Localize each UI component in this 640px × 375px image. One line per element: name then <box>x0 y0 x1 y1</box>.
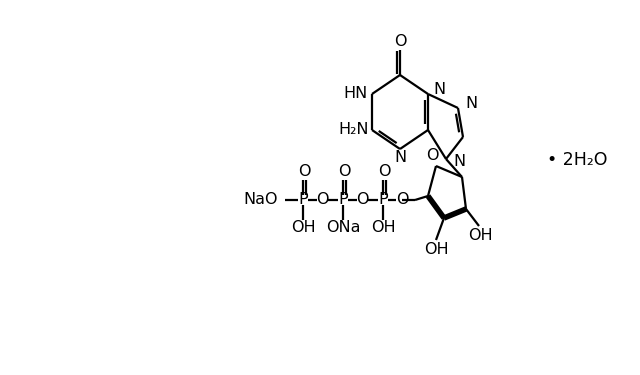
Text: O: O <box>356 192 368 207</box>
Text: NaO: NaO <box>243 192 278 207</box>
Text: O: O <box>338 165 350 180</box>
Text: H₂N: H₂N <box>339 122 369 136</box>
Text: • 2H₂O: • 2H₂O <box>547 151 607 169</box>
Text: O: O <box>426 148 438 164</box>
Text: OH: OH <box>371 220 396 236</box>
Text: O: O <box>316 192 328 207</box>
Text: OH: OH <box>291 220 316 236</box>
Text: HN: HN <box>344 86 368 100</box>
Text: P: P <box>338 192 348 207</box>
Text: N: N <box>394 150 406 165</box>
Text: OH: OH <box>424 242 448 256</box>
Text: N: N <box>433 82 445 98</box>
Text: O: O <box>396 192 408 207</box>
Text: O: O <box>378 165 390 180</box>
Text: N: N <box>453 154 465 170</box>
Text: P: P <box>298 192 308 207</box>
Text: N: N <box>465 96 477 111</box>
Text: O: O <box>394 33 406 48</box>
Text: P: P <box>378 192 388 207</box>
Text: OH: OH <box>468 228 492 243</box>
Text: ONa: ONa <box>326 220 360 236</box>
Text: O: O <box>298 165 310 180</box>
